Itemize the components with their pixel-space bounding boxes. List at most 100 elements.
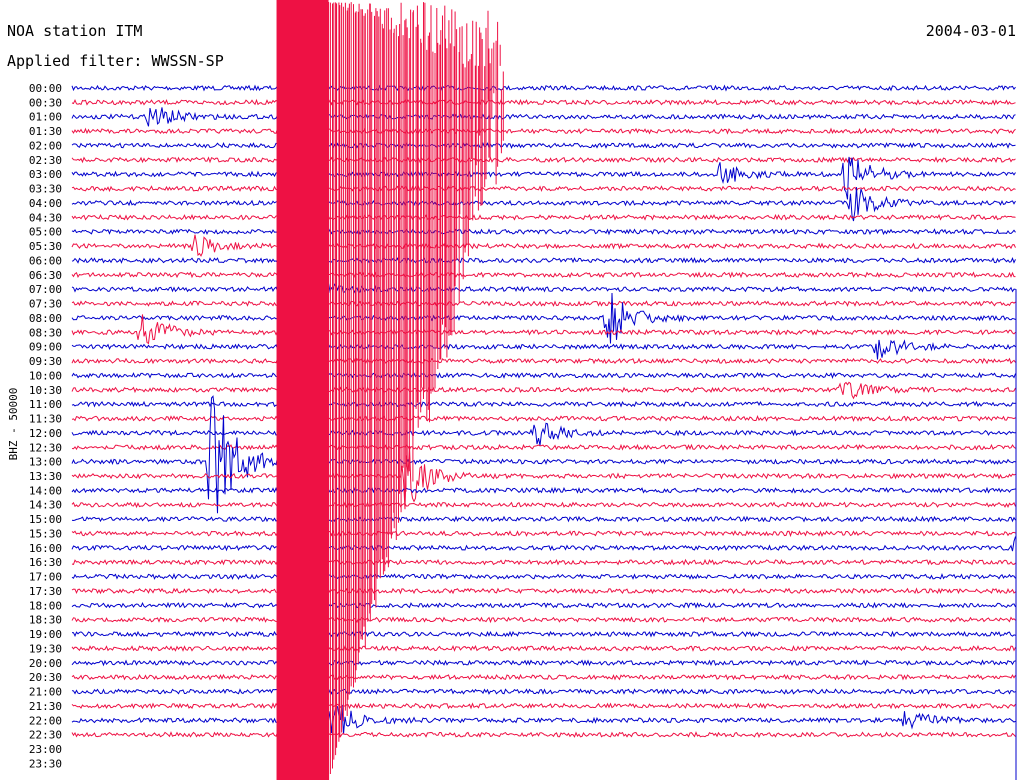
time-tick-label: 06:30 <box>29 269 62 282</box>
time-tick-label: 08:30 <box>29 326 62 339</box>
time-tick-label: 04:00 <box>29 197 62 210</box>
date-label: 2004-03-01 <box>926 22 1016 40</box>
time-tick-label: 02:30 <box>29 154 62 167</box>
trace-07:30 <box>71 300 1016 307</box>
trace-12:00 <box>71 422 1016 446</box>
trace-11:00 <box>71 400 1016 408</box>
trace-09:00 <box>71 339 1016 360</box>
time-tick-label: 09:30 <box>29 355 62 368</box>
station-title: NOA station ITM <box>7 22 142 40</box>
time-tick-label: 03:00 <box>29 168 62 181</box>
time-tick-label: 20:00 <box>29 657 62 670</box>
time-tick-label: 07:00 <box>29 283 62 296</box>
time-tick-label: 00:30 <box>29 96 62 109</box>
time-tick-label: 18:00 <box>29 599 62 612</box>
trace-13:00 <box>71 395 1016 514</box>
trace-00:00 <box>71 84 1016 92</box>
time-tick-label: 15:30 <box>29 527 62 540</box>
time-tick-label: 11:00 <box>29 398 62 411</box>
time-tick-label: 02:00 <box>29 139 62 152</box>
time-tick-label: 18:30 <box>29 614 62 627</box>
trace-03:00 <box>71 156 1016 200</box>
trace-16:00 <box>71 536 1016 552</box>
time-tick-label: 05:30 <box>29 240 62 253</box>
trace-04:00 <box>71 187 1016 222</box>
trace-20:30 <box>71 673 1016 681</box>
time-tick-label: 00:00 <box>29 82 62 95</box>
trace-01:30 <box>71 127 1016 135</box>
trace-13:30 <box>71 445 1016 510</box>
time-tick-label: 07:30 <box>29 298 62 311</box>
time-tick-label: 15:00 <box>29 513 62 526</box>
trace-04:30 <box>71 213 1016 221</box>
trace-01:00 <box>71 107 1016 127</box>
seismogram-traces <box>71 84 1016 739</box>
time-tick-label: 03:30 <box>29 183 62 196</box>
time-tick-label: 13:30 <box>29 470 62 483</box>
time-tick-label: 16:00 <box>29 542 62 555</box>
trace-16:30 <box>71 558 1016 566</box>
time-tick-label: 10:00 <box>29 369 62 382</box>
trace-11:30 <box>71 415 1016 422</box>
time-tick-label: 20:30 <box>29 671 62 684</box>
time-tick-label: 16:30 <box>29 556 62 569</box>
trace-08:00 <box>71 292 1016 344</box>
trace-14:00 <box>71 486 1016 494</box>
time-tick-label: 04:30 <box>29 211 62 224</box>
time-tick-label: 13:00 <box>29 456 62 469</box>
time-tick-label: 12:30 <box>29 441 62 454</box>
trace-19:30 <box>71 644 1016 652</box>
trace-05:00 <box>71 228 1016 236</box>
trace-03:30 <box>71 185 1016 193</box>
trace-21:00 <box>71 688 1016 695</box>
time-tick-label: 08:00 <box>29 312 62 325</box>
time-tick-label: 22:00 <box>29 714 62 727</box>
time-tick-label: 23:30 <box>29 757 62 770</box>
large-event-signal <box>276 0 1017 780</box>
trace-09:30 <box>71 357 1016 365</box>
filter-label: Applied filter: WWSSN-SP <box>7 52 224 70</box>
time-tick-label: 11:30 <box>29 413 62 426</box>
time-tick-label: 06:00 <box>29 254 62 267</box>
trace-08:30 <box>71 314 1016 345</box>
trace-22:30 <box>71 731 1016 739</box>
trace-06:30 <box>71 271 1016 279</box>
trace-00:30 <box>71 98 1016 106</box>
trace-07:00 <box>71 271 1016 301</box>
trace-18:30 <box>71 616 1016 624</box>
time-tick-label: 21:00 <box>29 686 62 699</box>
trace-19:00 <box>71 630 1016 638</box>
time-tick-label: 12:00 <box>29 427 62 440</box>
trace-10:00 <box>71 371 1016 379</box>
time-tick-label: 19:00 <box>29 628 62 641</box>
time-tick-label: 17:00 <box>29 571 62 584</box>
trace-17:00 <box>71 572 1016 580</box>
trace-22:00 <box>71 704 1016 735</box>
time-tick-label: 14:00 <box>29 484 62 497</box>
signal-coda <box>328 2 504 780</box>
time-tick-label: 22:30 <box>29 729 62 742</box>
trace-05:30 <box>71 234 1016 257</box>
time-tick-label: 23:00 <box>29 743 62 756</box>
trace-10:30 <box>71 381 1016 400</box>
time-tick-label: 19:30 <box>29 642 62 655</box>
saturated-signal-band <box>276 0 329 780</box>
time-tick-label: 21:30 <box>29 700 62 713</box>
time-tick-label: 10:30 <box>29 384 62 397</box>
time-tick-label: 01:30 <box>29 125 62 138</box>
trace-18:00 <box>71 601 1016 609</box>
trace-06:00 <box>71 256 1016 264</box>
trace-15:00 <box>71 515 1016 523</box>
trace-17:30 <box>71 587 1016 595</box>
trace-20:00 <box>71 659 1016 667</box>
time-tick-label: 01:00 <box>29 111 62 124</box>
trace-02:00 <box>71 141 1016 149</box>
trace-02:30 <box>71 156 1016 164</box>
time-tick-label: 14:30 <box>29 499 62 512</box>
time-tick-label: 09:00 <box>29 341 62 354</box>
trace-14:30 <box>71 501 1016 509</box>
time-tick-label: 05:00 <box>29 226 62 239</box>
time-tick-label: 17:30 <box>29 585 62 598</box>
y-axis-label: BHZ - 50000 <box>7 388 20 461</box>
